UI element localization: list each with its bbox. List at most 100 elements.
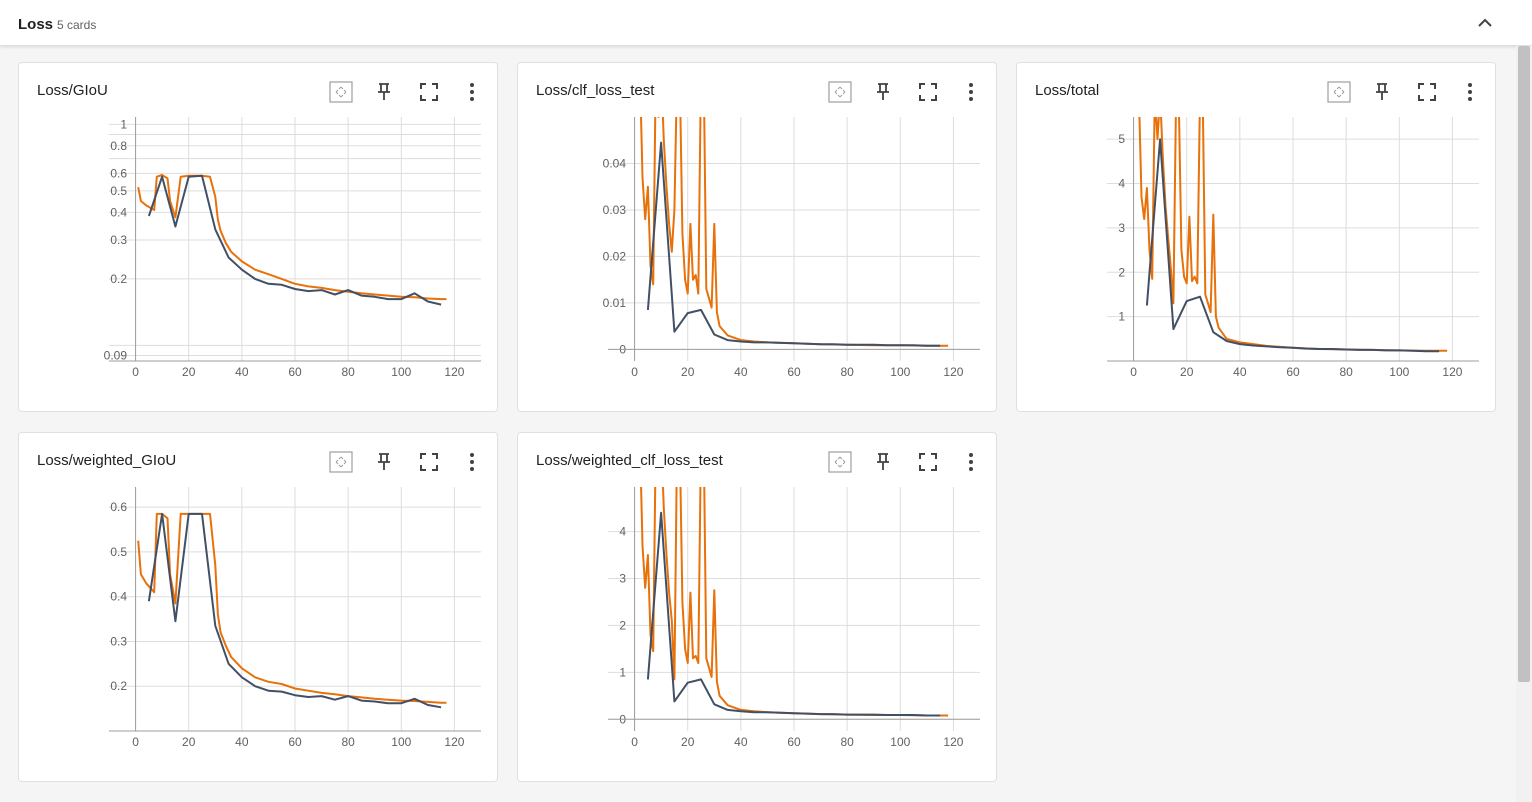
x-tick-label: 120: [943, 365, 963, 379]
x-tick-label: 40: [734, 735, 748, 749]
chevron-up-icon[interactable]: [1473, 11, 1497, 35]
more-vert-icon[interactable]: [958, 449, 984, 475]
y-tick-label: 1: [619, 665, 626, 679]
y-tick-label: 0.5: [110, 184, 127, 198]
line-chart[interactable]: 0 20 40 60 80 100 120 1 0.8 0.6 0.5 0.4 0.3 0.2 0.09: [19, 63, 497, 411]
pin-icon[interactable]: [870, 79, 896, 105]
fit-domain-icon[interactable]: [1326, 79, 1352, 105]
x-tick-label: 0: [631, 735, 638, 749]
x-tick-label: 120: [444, 735, 464, 749]
x-tick-label: 60: [787, 365, 801, 379]
y-tick-label: 5: [1118, 132, 1125, 146]
y-tick-label: 0.09: [104, 349, 128, 363]
fullscreen-icon[interactable]: [416, 79, 442, 105]
y-tick-label: 0.5: [110, 545, 127, 559]
y-tick-label: 2: [1118, 265, 1125, 279]
x-tick-label: 60: [787, 735, 801, 749]
more-vert-icon[interactable]: [459, 79, 485, 105]
card-title: Loss/total: [1035, 82, 1100, 99]
card-count: 5 cards: [57, 18, 97, 32]
y-tick-label: 3: [1118, 221, 1125, 235]
y-tick-label: 3: [619, 572, 626, 586]
x-tick-label: 20: [681, 735, 695, 749]
chart-card: 0 20 40 60 80 100 120 1 2 3 4 5 Loss/total: [1016, 62, 1496, 412]
x-tick-label: 60: [1286, 365, 1300, 379]
card-title: Loss/weighted_GIoU: [37, 452, 177, 469]
line-chart[interactable]: 0 20 40 60 80 100 120 0.2 0.3 0.4 0.5 0.6: [19, 433, 497, 781]
y-tick-label: 0.2: [110, 679, 127, 693]
y-tick-label: 0.6: [110, 166, 127, 180]
x-tick-label: 100: [1389, 365, 1409, 379]
fullscreen-icon[interactable]: [416, 449, 442, 475]
y-tick-label: 0.3: [110, 233, 127, 247]
fullscreen-icon[interactable]: [1414, 79, 1440, 105]
y-tick-label: 1: [1118, 310, 1125, 324]
x-tick-label: 20: [1180, 365, 1194, 379]
test-series-line: [147, 512, 442, 709]
more-vert-icon[interactable]: [958, 79, 984, 105]
fullscreen-icon[interactable]: [915, 449, 941, 475]
section-header: Loss 5 cards: [0, 0, 1532, 46]
x-tick-label: 40: [1233, 365, 1247, 379]
x-tick-label: 60: [288, 365, 302, 379]
train-series-line: [137, 174, 447, 301]
fullscreen-icon[interactable]: [915, 79, 941, 105]
x-tick-label: 0: [132, 735, 139, 749]
test-series-line: [1145, 138, 1440, 353]
chart-card: 0 20 40 60 80 100 120 0 0.01 0.02 0.03 0.04 Loss/clf…: [517, 62, 997, 412]
pin-icon[interactable]: [371, 449, 397, 475]
more-vert-icon[interactable]: [1457, 79, 1483, 105]
x-tick-label: 100: [890, 365, 910, 379]
fit-domain-icon[interactable]: [328, 79, 354, 105]
train-series-line: [137, 512, 447, 704]
test-series-line: [147, 174, 442, 306]
more-vert-icon[interactable]: [459, 449, 485, 475]
x-tick-label: 40: [235, 735, 249, 749]
x-tick-label: 80: [1339, 365, 1353, 379]
x-tick-label: 80: [840, 365, 854, 379]
fit-domain-icon[interactable]: [827, 79, 853, 105]
x-tick-label: 120: [943, 735, 963, 749]
x-tick-label: 20: [182, 365, 196, 379]
pin-icon[interactable]: [1369, 79, 1395, 105]
line-chart[interactable]: 0 20 40 60 80 100 120 1 2 3 4 5: [1017, 63, 1495, 411]
section-title: Loss: [18, 16, 54, 33]
card-title: Loss/clf_loss_test: [536, 82, 655, 99]
y-tick-label: 2: [619, 618, 626, 632]
x-tick-label: 0: [132, 365, 139, 379]
chart-card: 0 20 40 60 80 100 120 1 0.8 0.6 0.5 0.4 0.3 0.2 0.09 Lo…: [18, 62, 498, 412]
x-tick-label: 80: [840, 735, 854, 749]
pin-icon[interactable]: [870, 449, 896, 475]
x-tick-label: 0: [631, 365, 638, 379]
test-series-line: [646, 141, 941, 347]
y-tick-label: 4: [619, 525, 626, 539]
y-tick-label: 4: [1118, 177, 1125, 191]
y-tick-label: 0.4: [110, 205, 127, 219]
card-title: Loss/weighted_clf_loss_test: [536, 452, 723, 469]
x-tick-label: 40: [734, 365, 748, 379]
chart-card: 0 20 40 60 80 100 120 0 1 2 3 4 Loss/weighted_clf_lo…: [517, 432, 997, 782]
x-tick-label: 0: [1130, 365, 1137, 379]
y-tick-label: 0.03: [603, 203, 627, 217]
chart-card: 0 20 40 60 80 100 120 0.2 0.3 0.4 0.5 0.6 Loss/weigh…: [18, 432, 498, 782]
y-tick-label: 0.2: [110, 272, 127, 286]
y-tick-label: 0.3: [110, 634, 127, 648]
y-tick-label: 0.6: [110, 500, 127, 514]
card-title: Loss/GIoU: [37, 82, 108, 99]
scrollbar-thumb[interactable]: [1518, 46, 1530, 682]
x-tick-label: 120: [1442, 365, 1462, 379]
fit-domain-icon[interactable]: [328, 449, 354, 475]
x-tick-label: 100: [890, 735, 910, 749]
x-tick-label: 20: [182, 735, 196, 749]
fit-domain-icon[interactable]: [827, 449, 853, 475]
pin-icon[interactable]: [371, 79, 397, 105]
test-series-line: [646, 511, 941, 717]
y-tick-label: 0.01: [603, 296, 627, 310]
x-tick-label: 40: [235, 365, 249, 379]
y-tick-label: 0.04: [603, 156, 627, 170]
y-tick-label: 0.02: [603, 249, 627, 263]
x-tick-label: 100: [391, 735, 411, 749]
x-tick-label: 20: [681, 365, 695, 379]
